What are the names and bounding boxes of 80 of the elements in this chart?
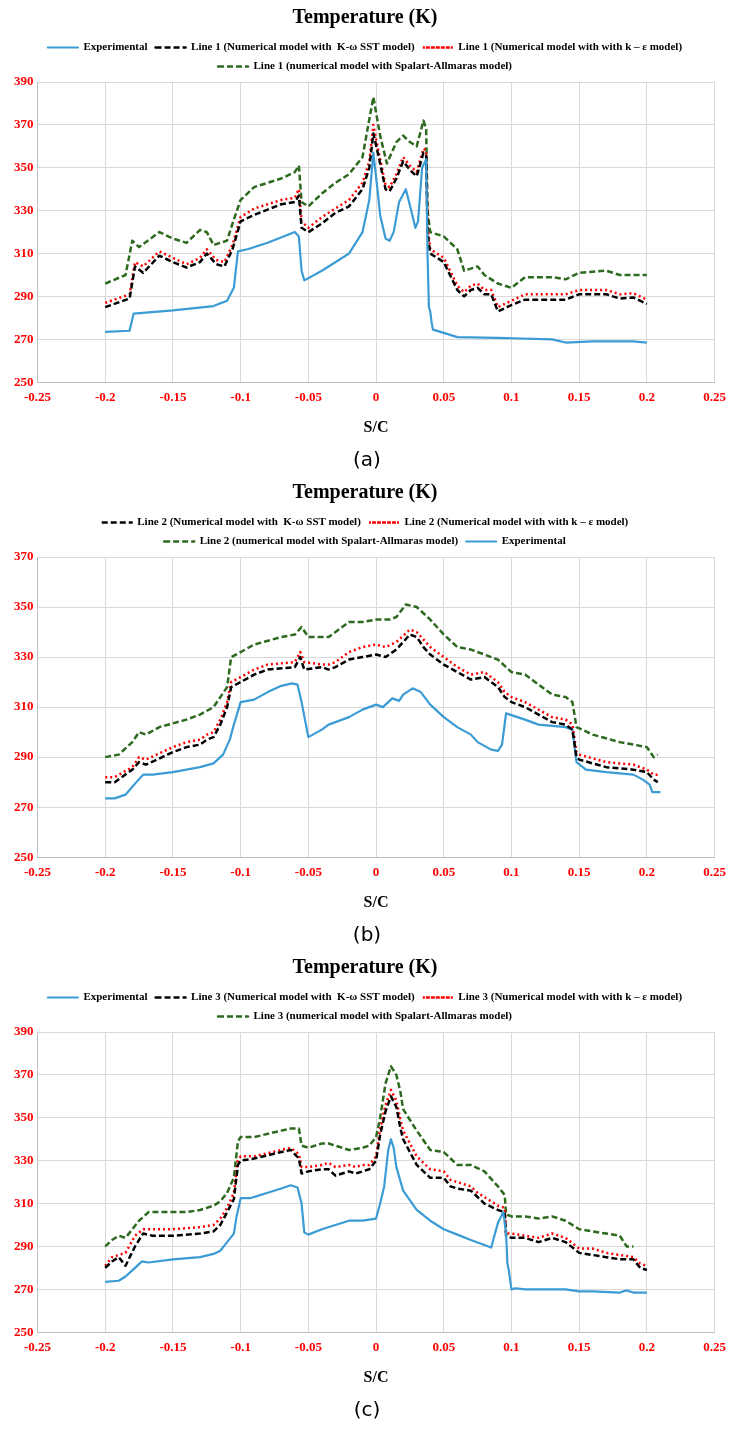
x-tick-label: 0.15 xyxy=(567,1339,592,1355)
y-tick-label: 330 xyxy=(14,202,34,218)
x-tick-label: 0.25 xyxy=(703,864,727,880)
y-tick-label: 370 xyxy=(14,116,34,132)
x-tick-label: -0.05 xyxy=(294,389,323,405)
x-tick-label: -0.2 xyxy=(94,389,116,405)
x-tick-label: 0 xyxy=(372,864,380,880)
x-tick-label: -0.1 xyxy=(230,1339,251,1355)
x-axis-title: S/C xyxy=(363,417,389,435)
x-tick-label: 0 xyxy=(372,389,380,405)
y-tick-label: 370 xyxy=(14,548,34,564)
x-tick-label: -0.1 xyxy=(230,389,251,405)
y-tick-label: 250 xyxy=(14,848,34,864)
x-tick-label: -0.2 xyxy=(94,864,116,880)
x-tick-label: -0.25 xyxy=(23,389,52,405)
y-tick-label: 390 xyxy=(14,1023,34,1039)
x-tick-label: -0.1 xyxy=(230,864,251,880)
legend-label: Line 3 (numerical model with Spalart-Allmaras model) xyxy=(253,1009,513,1023)
x-tick-label: -0.25 xyxy=(23,864,52,880)
x-tick-label: 0.2 xyxy=(638,1339,656,1355)
y-tick-label: 390 xyxy=(14,73,34,89)
legend-label: Line 2 (Numerical model with K-ω SST model) xyxy=(137,515,362,529)
y-tick-label: 270 xyxy=(14,330,34,346)
legend-label: Experimental xyxy=(83,40,148,53)
x-tick-label: 0.15 xyxy=(567,389,592,405)
x-tick-label: -0.2 xyxy=(94,1339,116,1355)
chart-title: Temperature (K) xyxy=(292,955,438,979)
chart-title: Temperature (K) xyxy=(292,480,438,504)
x-axis-title: S/C xyxy=(363,892,389,910)
y-tick-label: 250 xyxy=(14,1323,34,1339)
x-axis-title: S/C xyxy=(363,1367,389,1385)
text: (c) xyxy=(353,1397,381,1422)
y-tick-label: 310 xyxy=(14,698,34,714)
legend-label: Line 3 (Numerical model with with k – ε model) xyxy=(458,990,683,1004)
x-tick-label: 0.05 xyxy=(432,389,456,405)
y-tick-label: 330 xyxy=(14,1152,34,1168)
y-tick-label: 270 xyxy=(14,798,34,814)
x-tick-label: 0.1 xyxy=(503,864,520,880)
x-tick-label: 0 xyxy=(372,1339,380,1355)
legend-label: Experimental xyxy=(83,990,148,1003)
x-tick-label: -0.05 xyxy=(294,864,323,880)
text: (b) xyxy=(352,922,382,947)
x-tick-label: 0.15 xyxy=(567,864,592,880)
y-tick-label: 270 xyxy=(14,1280,34,1296)
x-tick-label: 0.2 xyxy=(638,864,656,880)
text: (a) xyxy=(353,447,381,472)
x-tick-label: -0.15 xyxy=(159,389,187,405)
x-tick-label: -0.05 xyxy=(294,1339,323,1355)
y-tick-label: 290 xyxy=(14,1237,34,1253)
x-tick-label: 0.1 xyxy=(503,1339,520,1355)
x-tick-label: -0.15 xyxy=(159,1339,187,1355)
legend-label: Line 1 (Numerical model with K-ω SST model) xyxy=(191,40,415,54)
x-tick-label: 0.25 xyxy=(703,1339,727,1355)
legend-label: Line 2 (numerical model with Spalart-Allmaras model) xyxy=(199,534,459,548)
line-series xyxy=(103,95,649,290)
y-tick-label: 350 xyxy=(14,1109,34,1125)
legend-label: Line 1 (Numerical model with with k – ε model) xyxy=(458,40,683,54)
legend-label: Line 3 (Numerical model with K-ω SST model) xyxy=(191,990,415,1004)
y-tick-label: 350 xyxy=(14,159,34,175)
y-tick-label: 290 xyxy=(14,748,34,764)
legend-label: Experimental xyxy=(501,534,566,547)
y-tick-label: 350 xyxy=(14,598,34,614)
x-tick-label: -0.25 xyxy=(23,1339,52,1355)
y-tick-label: 250 xyxy=(14,373,34,389)
y-tick-label: 310 xyxy=(14,244,34,260)
legend-label: Line 2 (Numerical model with with k – ε model) xyxy=(404,515,629,529)
x-tick-label: 0.05 xyxy=(432,1339,456,1355)
x-tick-label: 0.2 xyxy=(638,389,656,405)
y-tick-label: 370 xyxy=(14,1066,34,1082)
y-tick-label: 330 xyxy=(14,648,34,664)
x-tick-label: 0.1 xyxy=(503,389,520,405)
x-tick-label: 0.25 xyxy=(703,389,727,405)
x-tick-label: -0.15 xyxy=(159,864,187,880)
line-series xyxy=(103,1065,635,1248)
y-tick-label: 290 xyxy=(14,287,34,303)
chart-title: Temperature (K) xyxy=(292,5,438,29)
x-tick-label: 0.05 xyxy=(432,864,456,880)
y-tick-label: 310 xyxy=(14,1194,34,1210)
legend-label: Line 1 (numerical model with Spalart-Allmaras model) xyxy=(253,59,513,73)
line-series xyxy=(103,603,659,759)
